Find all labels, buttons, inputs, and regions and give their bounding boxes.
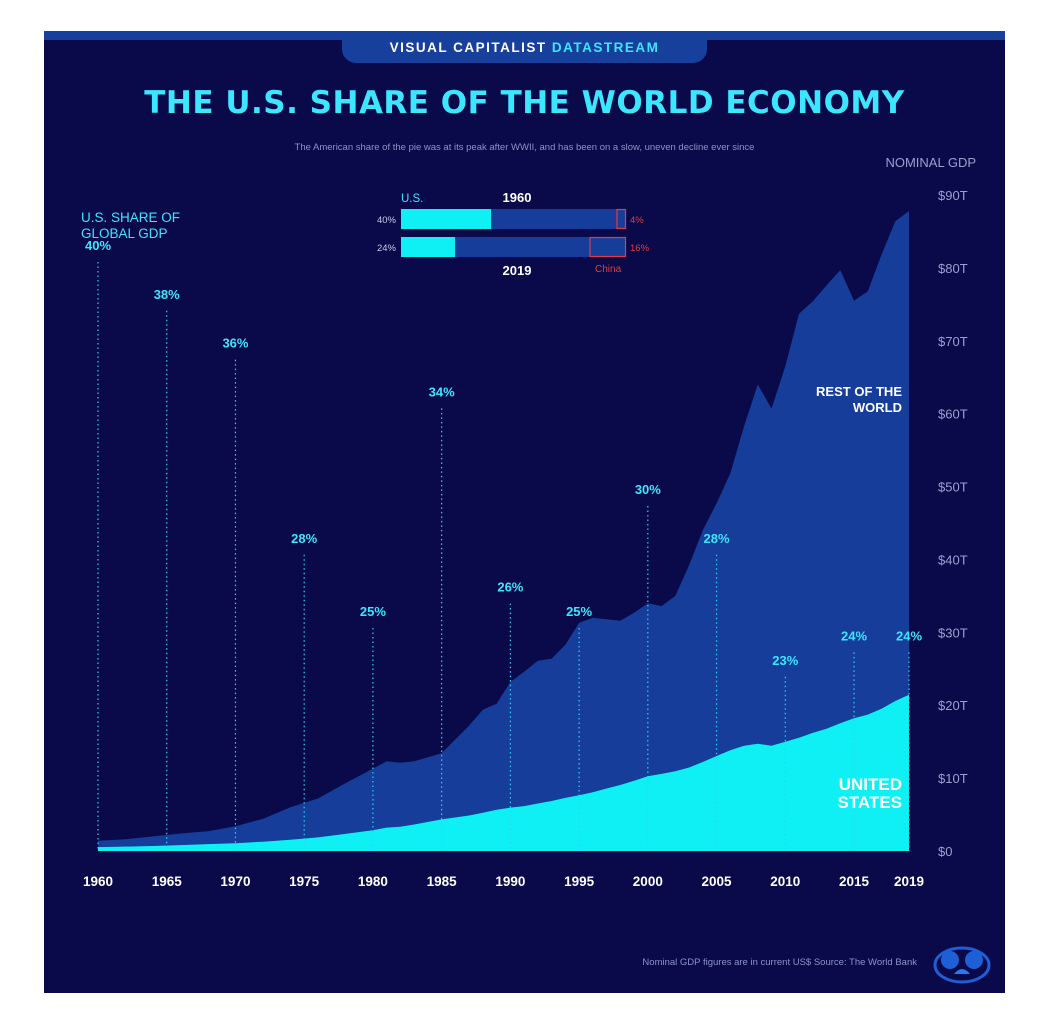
inset-china-value: 4% [630,215,644,226]
x-tick-label: 2019 [894,874,924,889]
inset-legend-us: U.S. [401,193,423,205]
share-label: 40% [85,238,111,253]
y-axis-title: NOMINAL GDP [885,155,976,170]
share-label: 23% [772,653,798,668]
page-title: THE U.S. SHARE OF THE WORLD ECONOMY [144,85,905,121]
y-tick-label: $90T [938,188,968,203]
inset-legend-china: China [595,264,622,275]
share-label: 25% [360,604,386,619]
top-rule [44,31,1005,40]
inset-bar-china [589,236,627,258]
inset-china-value: 16% [630,243,650,254]
y-tick-label: $80T [938,261,968,276]
x-tick-label: 1985 [427,874,458,889]
series-label-united-states: UNITED [839,775,902,794]
inset-bar-us [401,237,455,257]
share-label: 38% [154,287,180,302]
x-tick-label: 1995 [564,874,595,889]
y-tick-label: $40T [938,552,968,567]
share-label: 25% [566,604,592,619]
y-tick-label: $10T [938,771,968,786]
share-label: 28% [291,531,317,546]
inset-bar-track [401,237,626,257]
x-tick-label: 1960 [83,874,113,889]
inset-bar-us [401,209,491,229]
visual-capitalist-logo-icon [933,946,991,984]
inset-us-value: 40% [377,215,397,226]
x-tick-label: 1970 [220,874,250,889]
inset-comparison-bars: U.S. China 1960 2019 40% 4% 24% 16% [377,190,650,278]
y-tick-label: $30T [938,625,968,640]
share-label: 28% [704,531,730,546]
rest-of-world-area [98,211,909,851]
axis-layer: NOMINAL GDP $0 $10T $20T $30T $40T $50T $60T $70… [83,155,976,889]
share-label: 24% [841,628,867,643]
x-tick-label: 2015 [839,874,870,889]
source-note: Nominal GDP figures are in current US$ S… [642,957,917,968]
x-tick-label: 2005 [702,874,733,889]
area-layer [98,211,909,851]
infographic-card: VISUAL CAPITALIST DATASTREAM THE U.S. SH… [44,31,1005,993]
brand-name: VISUAL CAPITALIST [389,40,547,55]
series-label-rest-of-world: REST OF THE [816,384,902,399]
series-label-united-states: STATES [837,793,902,812]
y-tick-label: $60T [938,407,968,422]
y-tick-label: $20T [938,698,968,713]
x-tick-label: 1975 [289,874,320,889]
share-label: 36% [222,336,248,351]
x-tick-label: 1980 [358,874,388,889]
inset-category-label: 2019 [503,263,532,278]
share-label: 34% [429,384,455,399]
y-tick-label: $0 [938,844,952,859]
united-states-area [98,694,909,851]
inset-category-label: 1960 [503,190,532,205]
inset-bar-china [616,208,627,230]
brand-accent: DATASTREAM [551,40,660,55]
page-subtitle: The American share of the pie was at its… [294,142,755,153]
series-label-rest-of-world: WORLD [853,400,902,415]
share-label: 30% [635,482,661,497]
x-tick-label: 2010 [770,874,800,889]
inset-us-value: 24% [377,243,397,254]
share-axis-title: U.S. SHARE OF [81,210,180,225]
y-tick-label: $50T [938,480,968,495]
x-tick-label: 1990 [495,874,525,889]
share-axis-title: GLOBAL GDP [81,226,168,241]
x-tick-label: 2000 [633,874,663,889]
brand-banner: VISUAL CAPITALIST DATASTREAM [342,37,707,63]
y-tick-label: $70T [938,334,968,349]
x-tick-label: 1965 [152,874,183,889]
share-label: 26% [497,580,523,595]
share-label: 24% [896,628,922,643]
